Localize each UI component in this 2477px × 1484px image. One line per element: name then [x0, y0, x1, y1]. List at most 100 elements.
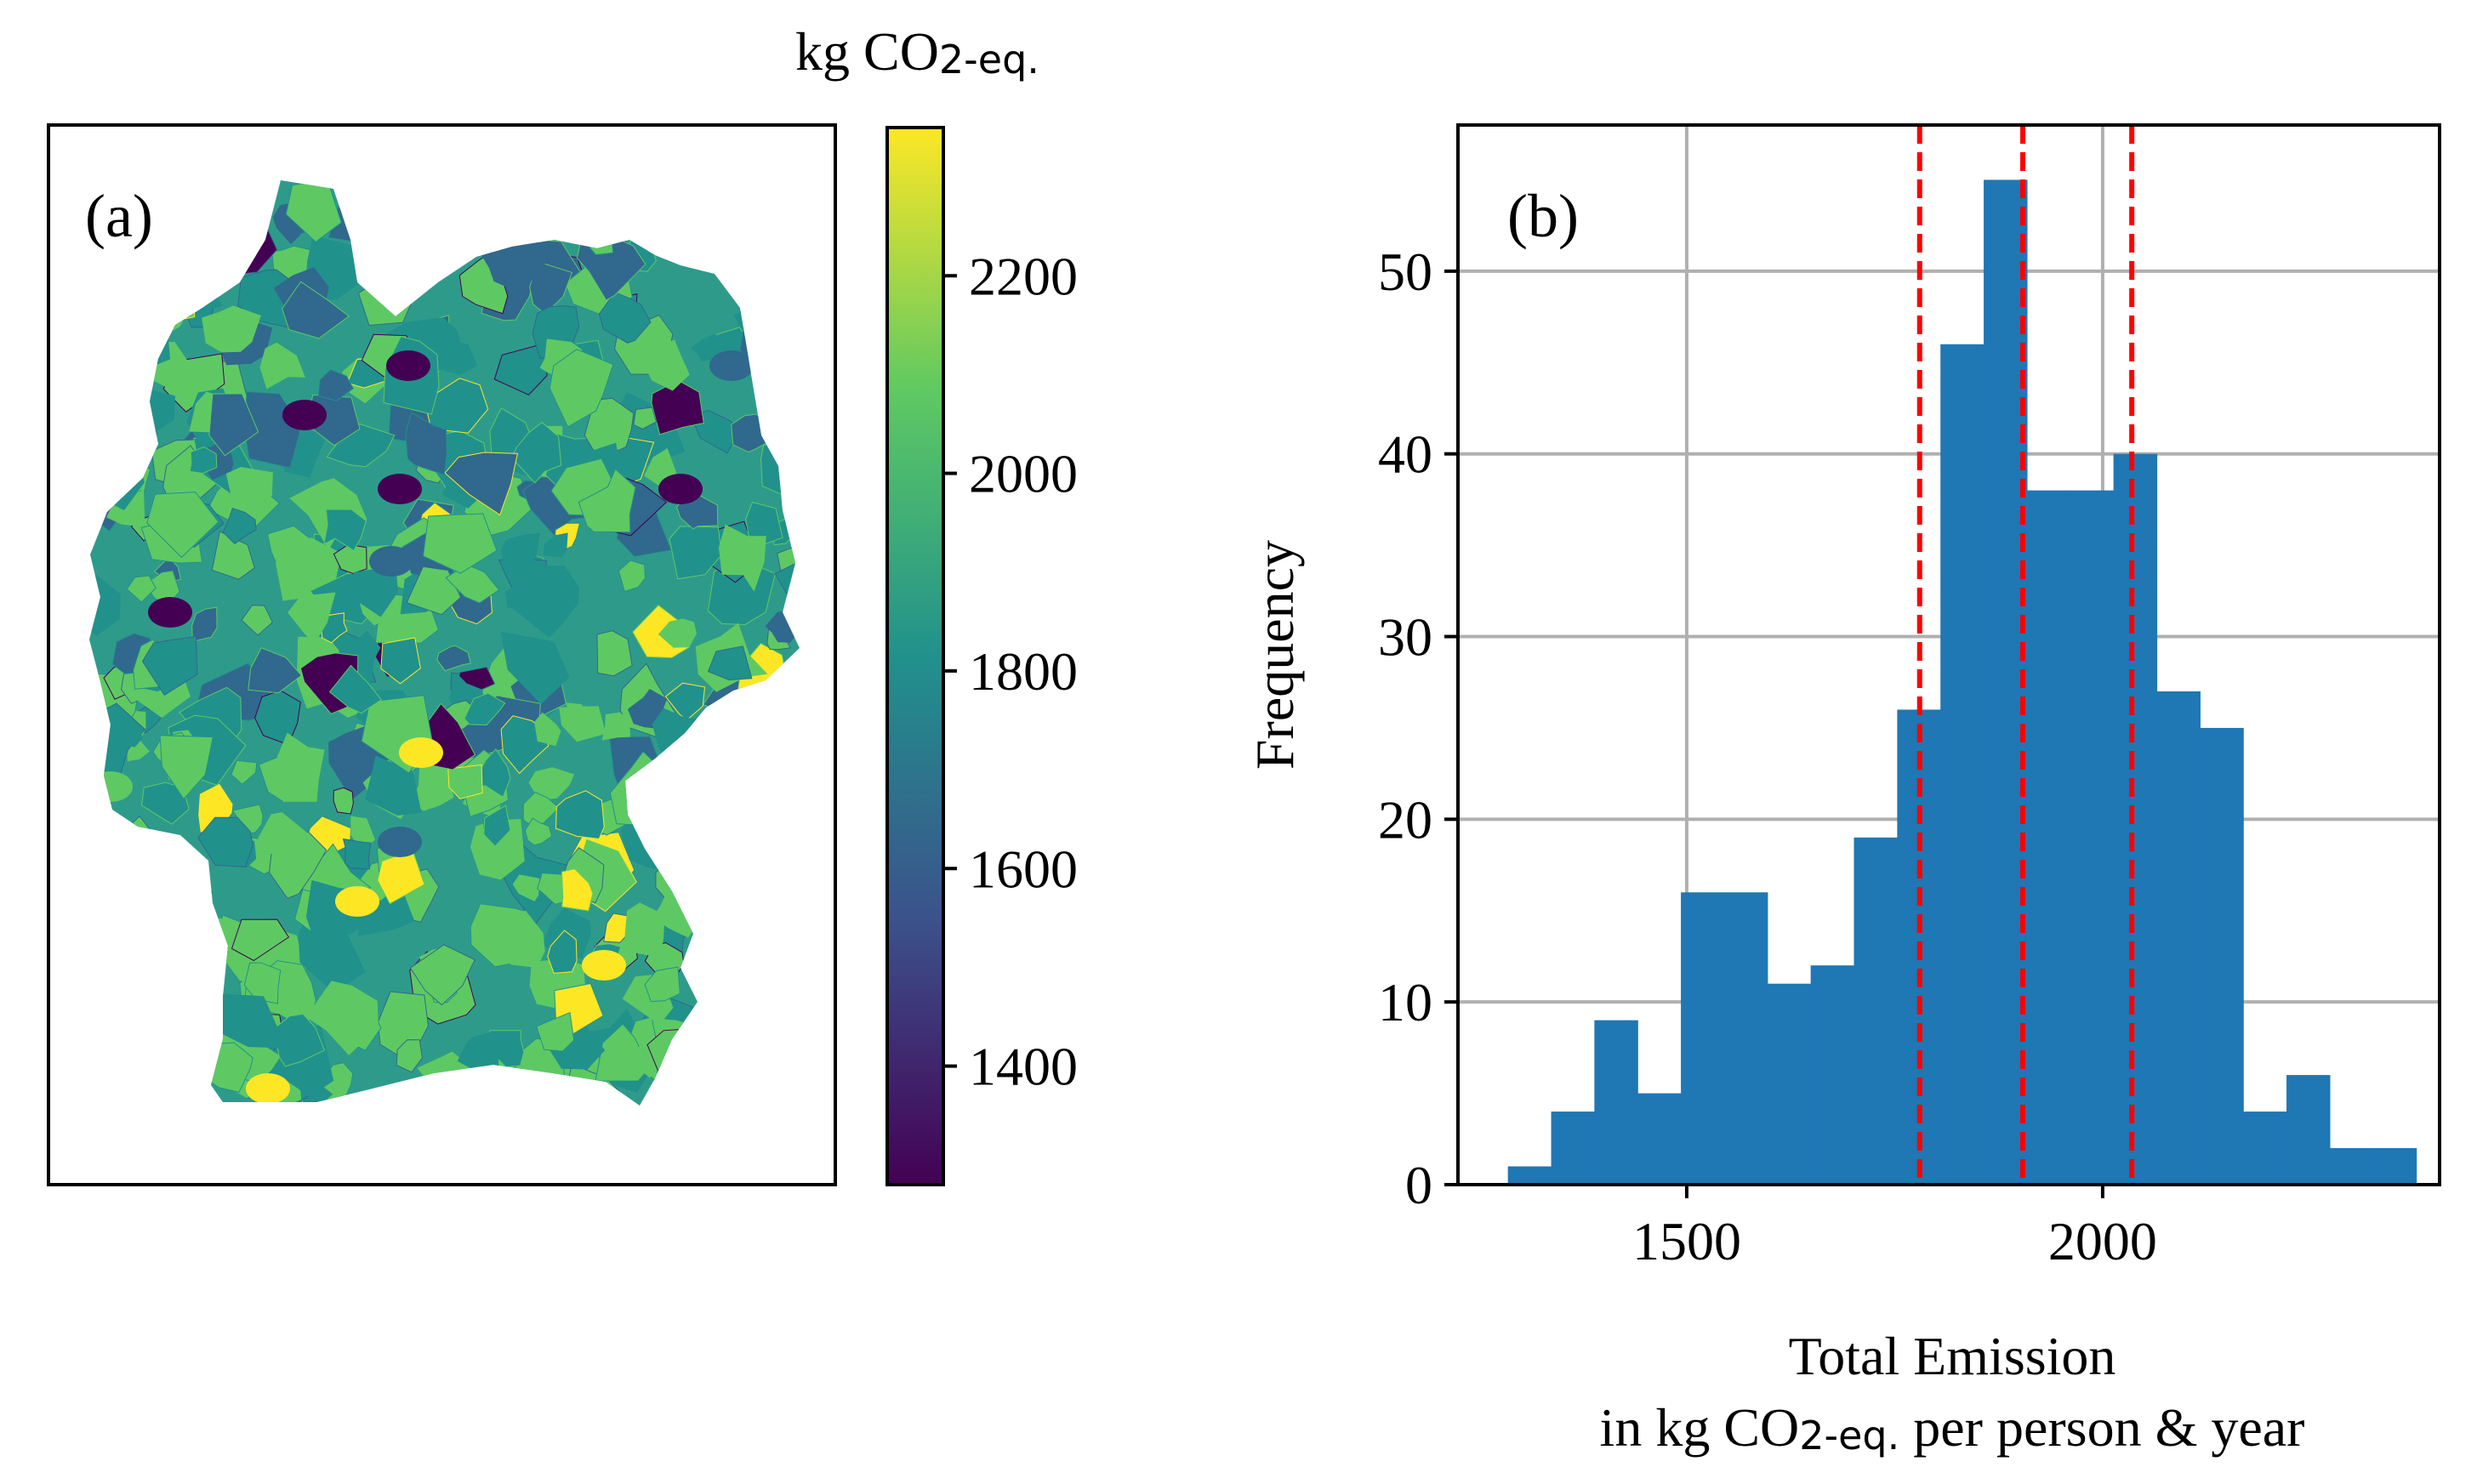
map-district [258, 812, 309, 866]
map-district [501, 532, 540, 567]
x-tick-label-0: 1500 [1632, 1211, 1741, 1271]
map-district [601, 712, 630, 741]
map-district [598, 292, 652, 344]
y-tick-label-5: 50 [1378, 242, 1432, 302]
colorbar-ticks: 1400 1600 1800 2000 2200 [943, 246, 1078, 1097]
map-district [119, 725, 143, 748]
map-district [243, 962, 282, 1004]
colorbar-tick-label-1: 1600 [969, 839, 1078, 899]
map-district [288, 592, 336, 645]
histogram-bar-14 [2113, 453, 2158, 1185]
colorbar-title-subscript: 2-eq. [939, 37, 1039, 82]
map-district [500, 631, 570, 705]
map-district [225, 467, 273, 506]
map-city-district [658, 474, 703, 504]
y-tick-label-3: 30 [1378, 607, 1432, 668]
map-district [282, 281, 350, 339]
map-district [690, 333, 721, 361]
histogram-bar-7 [1810, 965, 1855, 1185]
map-district [445, 564, 500, 604]
map-district [555, 790, 605, 840]
histogram-bar-19 [2329, 1148, 2374, 1185]
map-city-district [399, 737, 443, 768]
map-district [578, 468, 636, 533]
map-district [651, 379, 704, 435]
map-district [536, 1011, 575, 1052]
map-district [595, 1023, 651, 1082]
map-district [534, 712, 561, 747]
map-district [396, 1039, 423, 1073]
map-district [274, 732, 325, 802]
map-district [483, 805, 511, 847]
colorbar-title: kg CO2-eq. [795, 21, 1039, 82]
histogram-bar-10 [1940, 344, 1984, 1185]
map-city-district [335, 886, 379, 917]
map-city-district [282, 400, 327, 430]
y-tick-label-2: 20 [1378, 789, 1432, 850]
x-axis-label-line2-suffix: per person & year [1899, 1397, 2304, 1458]
histogram-bars [1507, 179, 2417, 1185]
map-district [644, 966, 680, 1003]
histogram-bar-18 [2286, 1075, 2331, 1185]
y-tick-label-0: 0 [1405, 1155, 1432, 1215]
map-district [191, 606, 218, 642]
map-district [547, 930, 578, 974]
x-axis-label-line2-prefix: in kg CO [1600, 1397, 1800, 1458]
map-district [197, 816, 253, 867]
x-tick-label-1: 2000 [2048, 1211, 2157, 1271]
map-district [447, 764, 483, 799]
map-district [231, 918, 290, 962]
map-city-district [386, 350, 430, 381]
histogram-bar-11 [1984, 179, 2028, 1185]
map-district [141, 635, 198, 696]
map-district [549, 349, 614, 428]
histogram-bar-6 [1767, 983, 1812, 1185]
colorbar-tick-label-0: 1400 [969, 1037, 1078, 1097]
map-district [633, 407, 658, 429]
map-district [511, 873, 541, 903]
map-district [259, 342, 305, 389]
map-district [317, 369, 354, 401]
grid-lines [1458, 125, 2440, 1185]
y-tick-label-1: 10 [1378, 972, 1432, 1032]
histogram-bar-20 [2372, 1148, 2417, 1185]
map-district [208, 393, 259, 457]
map-district [328, 664, 383, 714]
map-district [159, 735, 214, 800]
map-district [561, 867, 594, 912]
histogram-bar-5 [1723, 892, 1768, 1185]
map-district [669, 526, 722, 580]
map-district [342, 838, 372, 870]
histogram-bar-3 [1637, 1093, 1682, 1185]
map-district [323, 509, 367, 552]
map-city-district [148, 597, 192, 628]
x-axis-label-line2: in kg CO2-eq. per person & year [1600, 1397, 2305, 1458]
map-district [231, 759, 258, 785]
map-district [380, 637, 421, 685]
map-district [510, 421, 562, 484]
histogram-bar-13 [2070, 490, 2115, 1185]
map-district [528, 767, 575, 801]
map-district [707, 645, 753, 681]
histogram-bar-8 [1853, 837, 1898, 1185]
histogram-bar-12 [2026, 490, 2071, 1185]
map-district [202, 305, 261, 353]
map-city-district [709, 350, 754, 381]
histogram-bar-17 [2243, 1112, 2287, 1185]
y-axis-ticks: 0 10 20 30 40 50 [1378, 242, 1458, 1215]
map-city-district [582, 950, 626, 981]
histogram-bar-15 [2156, 691, 2201, 1185]
map-district [333, 543, 367, 574]
reference-lines [1916, 125, 2135, 1185]
map-district [644, 339, 690, 391]
y-axis-label: Frequency [1244, 540, 1305, 770]
map-district [584, 397, 635, 460]
x-axis-ticks: 1500 2000 [1632, 1185, 2157, 1271]
map-district [718, 524, 766, 592]
map-city-district [378, 827, 422, 857]
map-district [333, 787, 354, 815]
map-district [189, 446, 218, 475]
panel-b-label: (b) [1507, 182, 1579, 250]
map-district [146, 492, 219, 559]
map-district [524, 817, 553, 846]
